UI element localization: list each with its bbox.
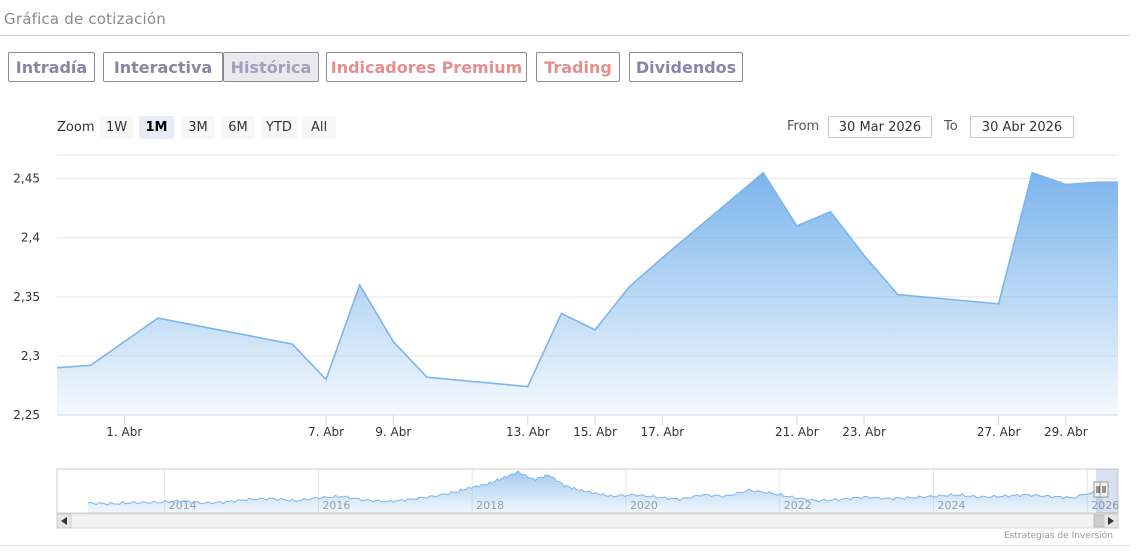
scrollbar-track	[56, 513, 1119, 529]
y-tick-label: 2,4	[21, 231, 40, 245]
range-from-label: From	[787, 119, 820, 134]
y-tick-label: 2,3	[21, 349, 40, 363]
navigator-line	[87, 470, 1103, 506]
y-tick-label: 2,45	[13, 172, 40, 186]
range-to-label: To	[944, 119, 958, 134]
zoom-label: Zoom	[57, 120, 95, 135]
chart-section-title: Gráfica de cotización	[4, 10, 166, 28]
x-tick-label: 15. Abr	[573, 425, 617, 439]
tab-historica[interactable]: Histórica	[223, 52, 319, 82]
y-tick-label: 2,35	[13, 290, 40, 304]
zoom-6m-button[interactable]: 6M	[221, 116, 255, 139]
x-tick-label: 21. Abr	[775, 425, 819, 439]
y-tick-label: 2,25	[13, 408, 40, 422]
scrollbar-thumb[interactable]	[1093, 514, 1105, 528]
tab-interactiva[interactable]: Interactiva	[103, 52, 223, 82]
header-divider	[0, 35, 1130, 36]
zoom-1m-button[interactable]: 1M	[139, 116, 174, 139]
tab-indicadores-premium[interactable]: Indicadores Premium	[326, 52, 527, 82]
x-tick-label: 1. Abr	[106, 425, 142, 439]
price-area-fill	[57, 172, 1118, 415]
tab-intradia[interactable]: Intradía	[8, 52, 95, 82]
range-to-input[interactable]: 30 Abr 2026	[970, 116, 1074, 138]
navigator-area-fill	[87, 471, 1103, 513]
x-tick-label: 7. Abr	[308, 425, 344, 439]
x-tick-label: 23. Abr	[842, 425, 886, 439]
scrollbar-left-button[interactable]	[56, 513, 72, 529]
navigator: 2014201620182020202220242026	[56, 468, 1119, 529]
x-tick-label: 29. Abr	[1044, 425, 1088, 439]
footer-divider	[0, 545, 1130, 546]
zoom-3m-button[interactable]: 3M	[181, 116, 215, 139]
price-area-series	[56, 171, 1119, 415]
zoom-1w-button[interactable]: 1W	[100, 116, 133, 139]
x-tick-label: 9. Abr	[375, 425, 411, 439]
x-tick-label: 27. Abr	[977, 425, 1021, 439]
navigator-right-handle[interactable]	[1099, 481, 1109, 498]
x-tick-label: 13. Abr	[506, 425, 550, 439]
tab-dividendos[interactable]: Dividendos	[629, 52, 743, 82]
zoom-all-button[interactable]: All	[302, 116, 336, 139]
scrollbar-right-button[interactable]	[1103, 513, 1119, 529]
range-from-input[interactable]: 30 Mar 2026	[828, 116, 932, 138]
x-tick-label: 17. Abr	[640, 425, 684, 439]
credits-text: Estrategias de Inversión	[1004, 531, 1113, 541]
tab-trading[interactable]: Trading	[536, 52, 620, 82]
zoom-ytd-button[interactable]: YTD	[261, 116, 297, 139]
x-axis-labels: 1. Abr 7. Abr 9. Abr 13. Abr 15. Abr 17. Abr 2…	[57, 414, 1118, 439]
y-axis-labels: 2,25 2,3 2,35 2,4 2,45	[13, 172, 40, 422]
